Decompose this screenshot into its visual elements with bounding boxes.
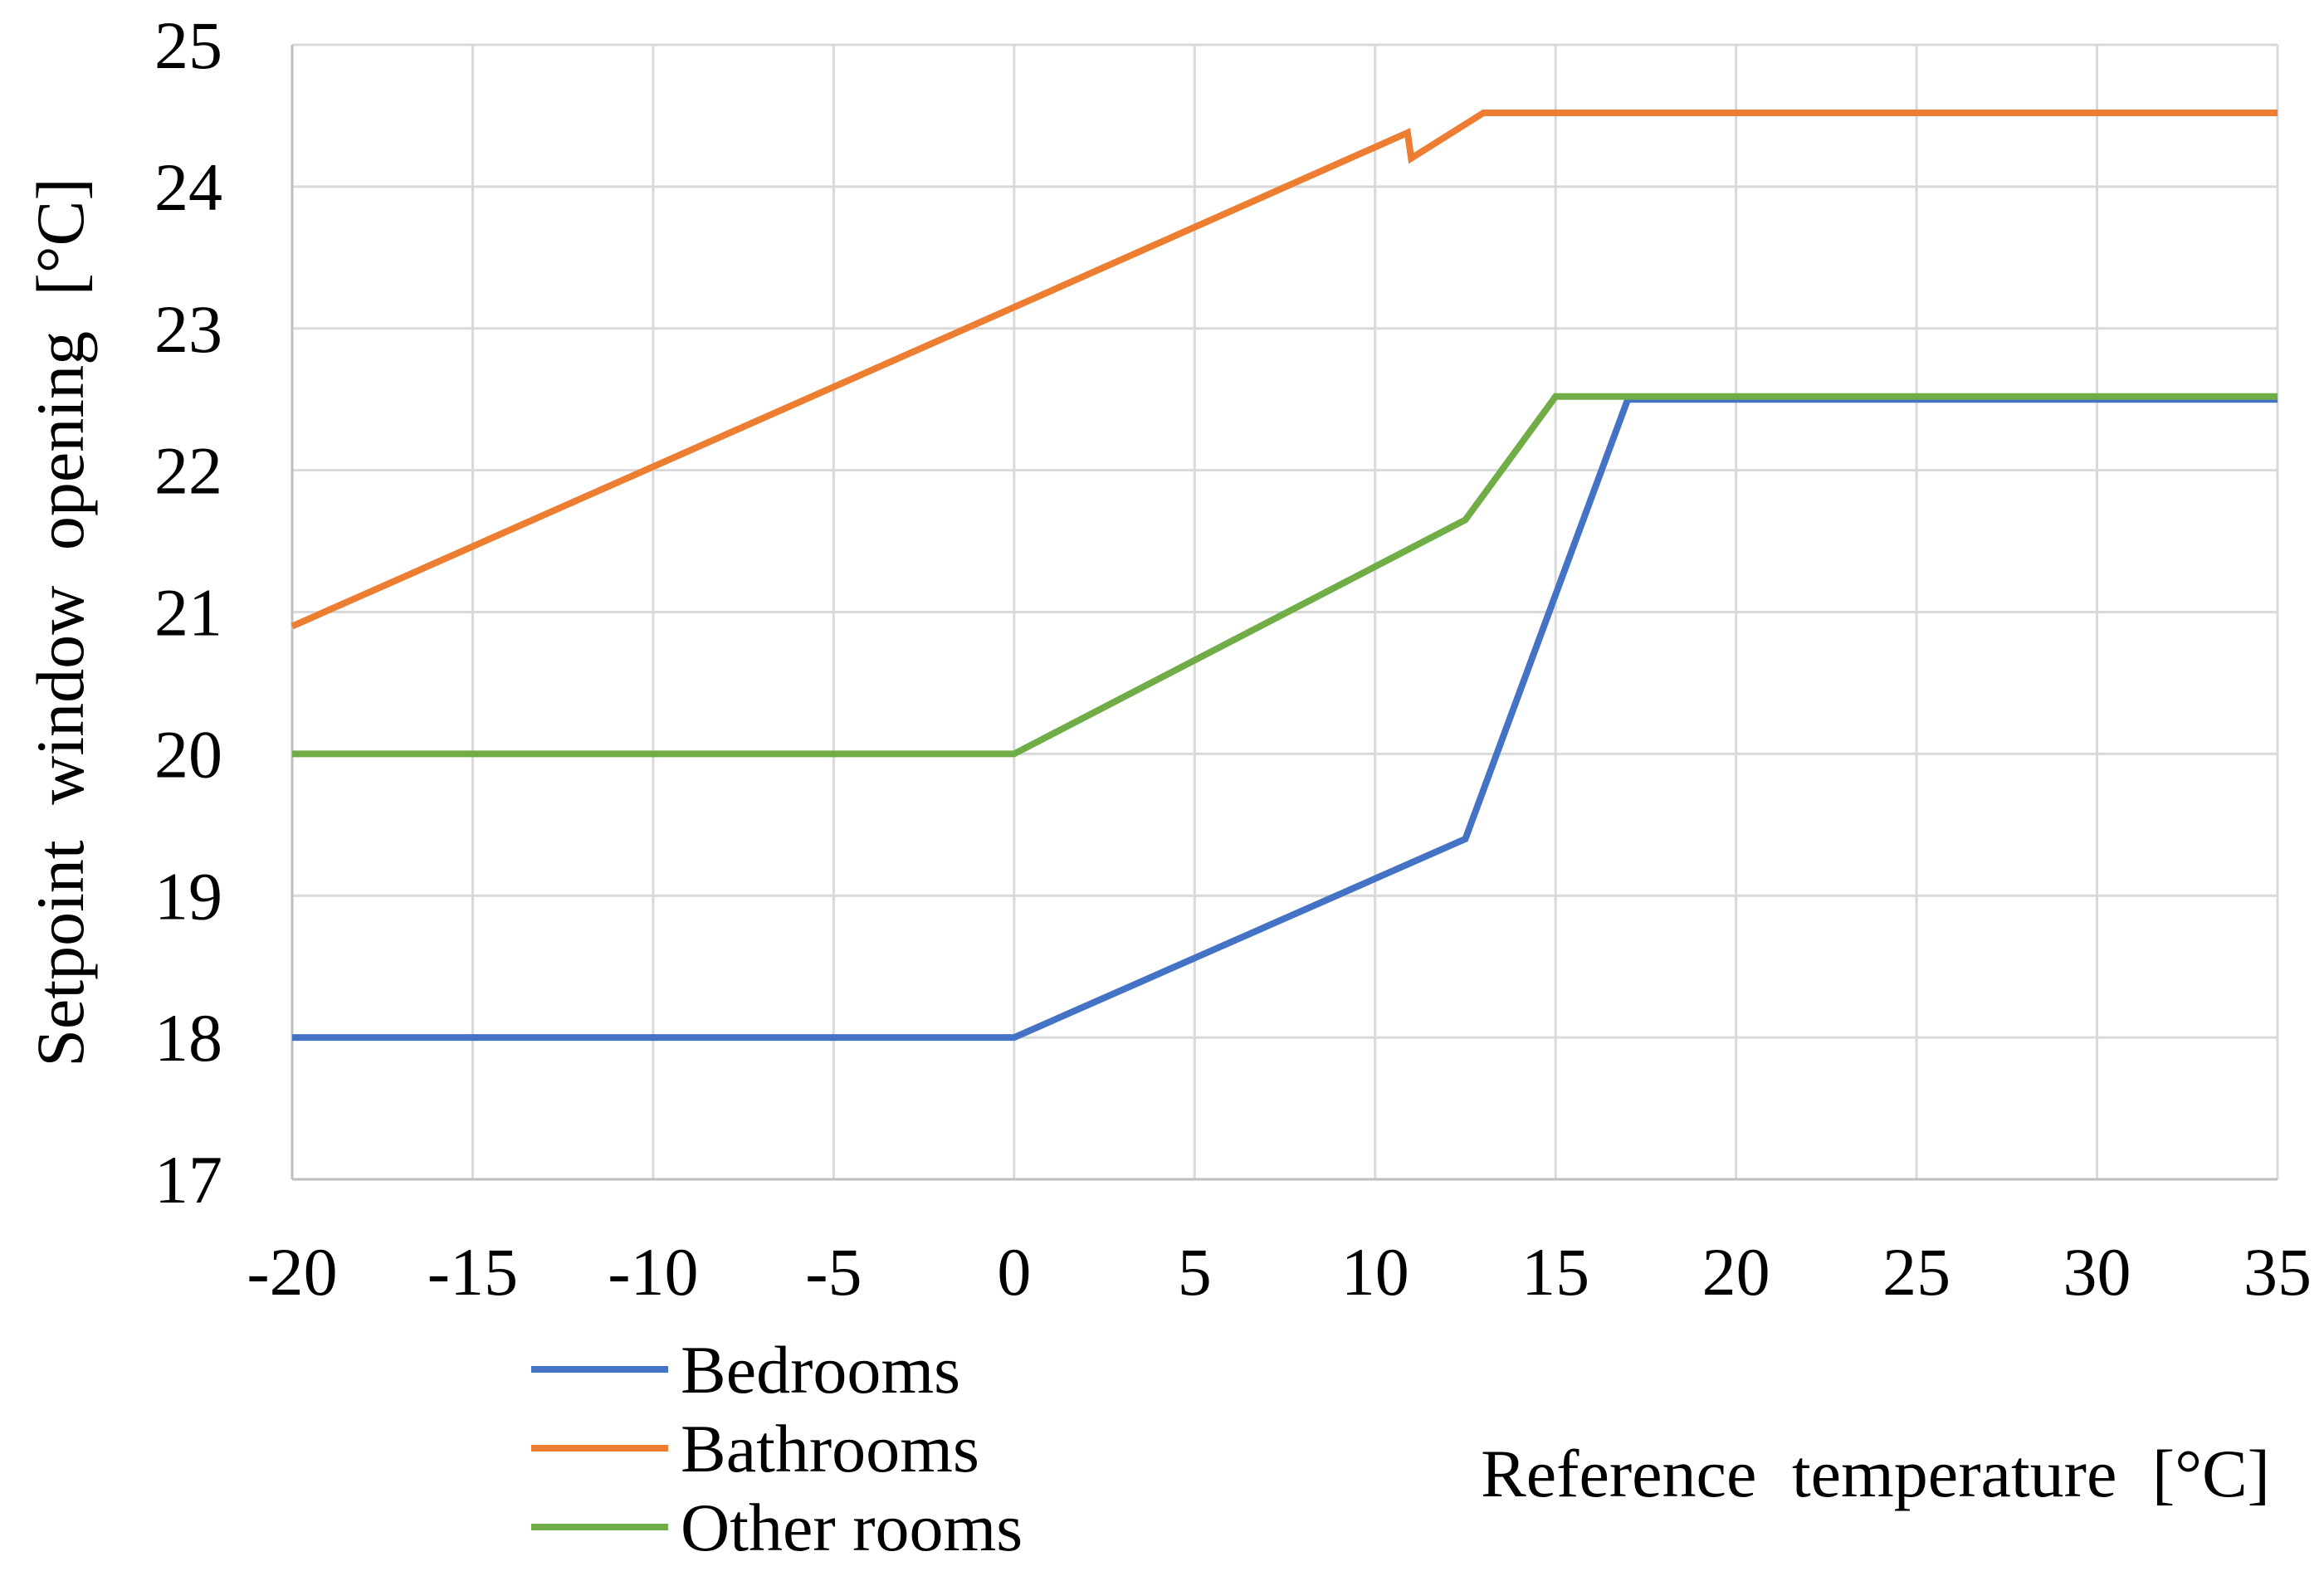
x-tick-label: 5	[1178, 1234, 1212, 1310]
x-tick-label: -5	[805, 1234, 862, 1310]
y-axis-label: Setpoint window opening [°C]	[22, 178, 98, 1066]
y-tick-label: 17	[154, 1142, 222, 1217]
legend-label: Other rooms	[681, 1490, 1023, 1565]
plot-frame	[290, 45, 2278, 1181]
legend-item-other-rooms: Other rooms	[531, 1490, 1023, 1565]
legend-label: Bathrooms	[681, 1411, 979, 1486]
x-tick-label: 15	[1521, 1234, 1589, 1310]
x-axis-label: Reference temperature [°C]	[1481, 1436, 2270, 1511]
y-tick-label: 24	[154, 149, 222, 225]
x-tick-label: 0	[997, 1234, 1031, 1310]
y-tick-label: 25	[154, 7, 222, 83]
legend-item-bedrooms: Bedrooms	[531, 1332, 960, 1408]
y-tick-labels: 17 18 19 20 21 22 23 24 25	[154, 7, 222, 1217]
x-tick-label: -15	[427, 1234, 518, 1310]
series-line-other-rooms	[292, 393, 2278, 758]
y-tick-label: 22	[154, 433, 222, 509]
y-tick-label: 19	[154, 858, 222, 934]
y-tick-label: 20	[154, 716, 222, 792]
x-tick-label: 20	[1702, 1234, 1770, 1310]
x-tick-labels: -20 -15 -10 -5 0 5 10 15 20 25 30 35	[247, 1234, 2312, 1310]
x-tick-label: -20	[247, 1234, 337, 1310]
x-tick-label: 30	[2063, 1234, 2131, 1310]
x-tick-label: 35	[2243, 1234, 2312, 1310]
y-tick-label: 18	[154, 1000, 222, 1076]
legend-label: Bedrooms	[681, 1332, 960, 1408]
legend-item-bathrooms: Bathrooms	[531, 1411, 979, 1486]
y-tick-label: 23	[154, 291, 222, 367]
x-tick-label: 25	[1882, 1234, 1950, 1310]
x-tick-label: -10	[608, 1234, 698, 1310]
series-lines	[290, 110, 2278, 1042]
y-tick-label: 21	[154, 575, 222, 651]
series-line-bathrooms	[290, 110, 2278, 630]
x-tick-label: 10	[1341, 1234, 1409, 1310]
